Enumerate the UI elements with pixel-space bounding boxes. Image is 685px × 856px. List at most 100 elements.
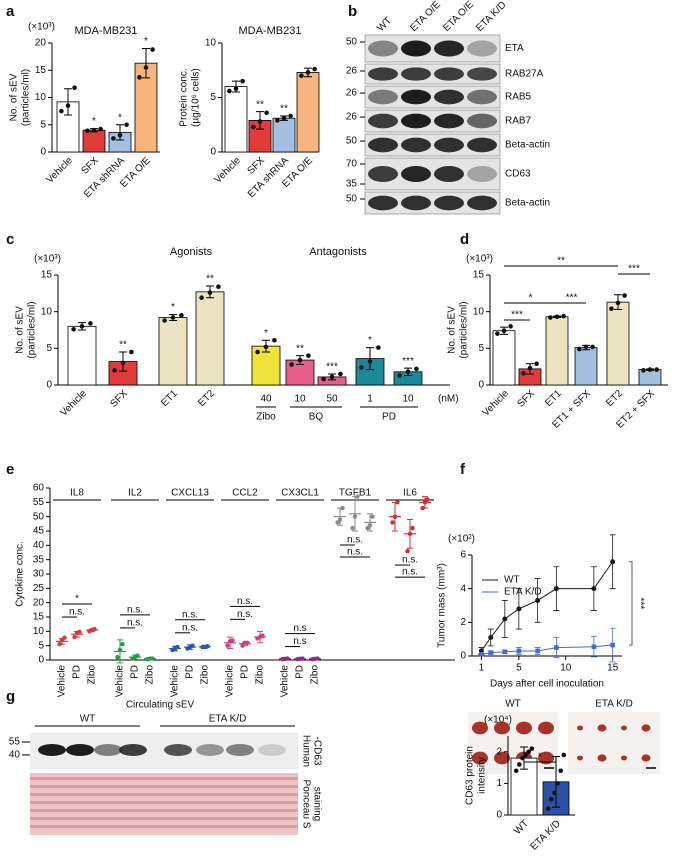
data-point	[207, 290, 213, 295]
data-point	[170, 315, 176, 320]
y-tick-label: 2	[496, 746, 502, 757]
x-tick-label: 1	[367, 394, 373, 405]
x-tick-label: Vehicle	[170, 665, 181, 698]
blot-label: Human	[300, 735, 311, 767]
data-point	[523, 752, 528, 758]
bar	[296, 72, 320, 153]
bar	[67, 325, 97, 386]
axis-multiplier: (×10²)	[448, 534, 475, 545]
bar	[158, 317, 188, 386]
significance: *	[171, 302, 175, 313]
bar	[195, 291, 225, 386]
x-tick-label: Vehicle	[115, 665, 126, 698]
blot-strip	[364, 85, 501, 109]
data-point	[397, 373, 402, 378]
group-title: CXCL13	[171, 488, 209, 499]
tumor	[494, 751, 510, 765]
data-point	[558, 768, 563, 774]
bar	[545, 316, 569, 386]
data-point	[135, 653, 140, 658]
x-tick-label: SFX	[515, 388, 537, 410]
data-point	[534, 361, 539, 367]
y-tick-label: 0	[210, 147, 216, 158]
group-title: CCL2	[232, 488, 258, 499]
protein-label: RAB5	[505, 92, 532, 103]
significance: **	[256, 99, 264, 110]
legend-label: WT	[504, 575, 520, 586]
mw-marker: 70	[346, 159, 358, 170]
y-tick-label: 15	[33, 612, 45, 623]
data-point	[111, 136, 116, 141]
ponceau-band	[30, 825, 298, 828]
blot-band	[368, 195, 398, 211]
significance: ***	[326, 362, 338, 373]
tumor	[538, 751, 554, 765]
y-tick-label: 35	[33, 554, 45, 565]
x-tick-label: SFX	[79, 155, 101, 177]
panel-label: f	[460, 461, 466, 478]
panel-label: b	[348, 3, 357, 20]
data-point	[420, 505, 425, 511]
y-tick-label: 0	[478, 380, 484, 391]
tumor	[597, 754, 607, 762]
data-point	[300, 656, 305, 661]
blot-band	[401, 195, 431, 211]
axis-multiplier: (×10⁴)	[484, 715, 512, 726]
data-point	[548, 315, 553, 320]
significance: ***	[402, 356, 414, 367]
data-point	[281, 115, 287, 121]
group-header: Antagonists	[309, 246, 367, 258]
data-point	[529, 746, 535, 751]
significance: n.s.	[69, 607, 85, 618]
group-label: BQ	[309, 412, 324, 423]
data-point	[513, 768, 519, 774]
y-tick-label: 20	[35, 38, 47, 49]
marker	[535, 648, 540, 654]
y-axis-label: No. of sEV	[15, 306, 26, 354]
blot-band	[196, 744, 224, 756]
x-tick-label: PD	[185, 665, 196, 679]
data-point	[365, 525, 370, 531]
y-tick-label: 55	[33, 497, 45, 508]
x-tick-label: 10	[402, 394, 414, 405]
bar	[492, 330, 516, 386]
data-point	[59, 108, 64, 114]
data-point	[340, 505, 345, 511]
x-tick-label: Zibo	[145, 665, 156, 685]
blot-band	[434, 40, 464, 57]
blot-strip	[364, 34, 501, 63]
significance: n.s.	[182, 609, 198, 620]
data-point	[264, 110, 269, 116]
data-point	[390, 520, 395, 525]
data-point	[216, 284, 221, 290]
marker	[502, 616, 508, 622]
data-point	[137, 75, 142, 80]
data-point	[337, 517, 343, 522]
data-point	[414, 366, 419, 372]
data-point	[88, 321, 93, 326]
x-tick-label: 10	[560, 663, 572, 674]
data-point	[205, 644, 210, 649]
y-tick-label: 5	[210, 92, 216, 103]
data-point	[329, 374, 335, 380]
panel-label: c	[6, 231, 14, 248]
group-label: PD	[382, 412, 396, 423]
data-point	[245, 640, 250, 645]
blot-band	[401, 113, 431, 129]
series-line	[481, 644, 613, 655]
data-point	[263, 344, 269, 350]
axis-multiplier: (×10³)	[466, 254, 493, 265]
tumor	[472, 751, 488, 765]
data-point	[370, 514, 375, 519]
data-point	[312, 66, 317, 72]
marker	[554, 645, 559, 650]
data-point	[407, 531, 413, 537]
tumor	[597, 724, 607, 732]
data-point	[227, 88, 232, 94]
blot-strip	[364, 191, 501, 215]
group-title: IL8	[70, 488, 84, 499]
group-title: CX3CL1	[281, 488, 319, 499]
data-point	[527, 365, 533, 371]
y-tick-label: 45	[33, 526, 45, 537]
data-point	[129, 349, 134, 355]
